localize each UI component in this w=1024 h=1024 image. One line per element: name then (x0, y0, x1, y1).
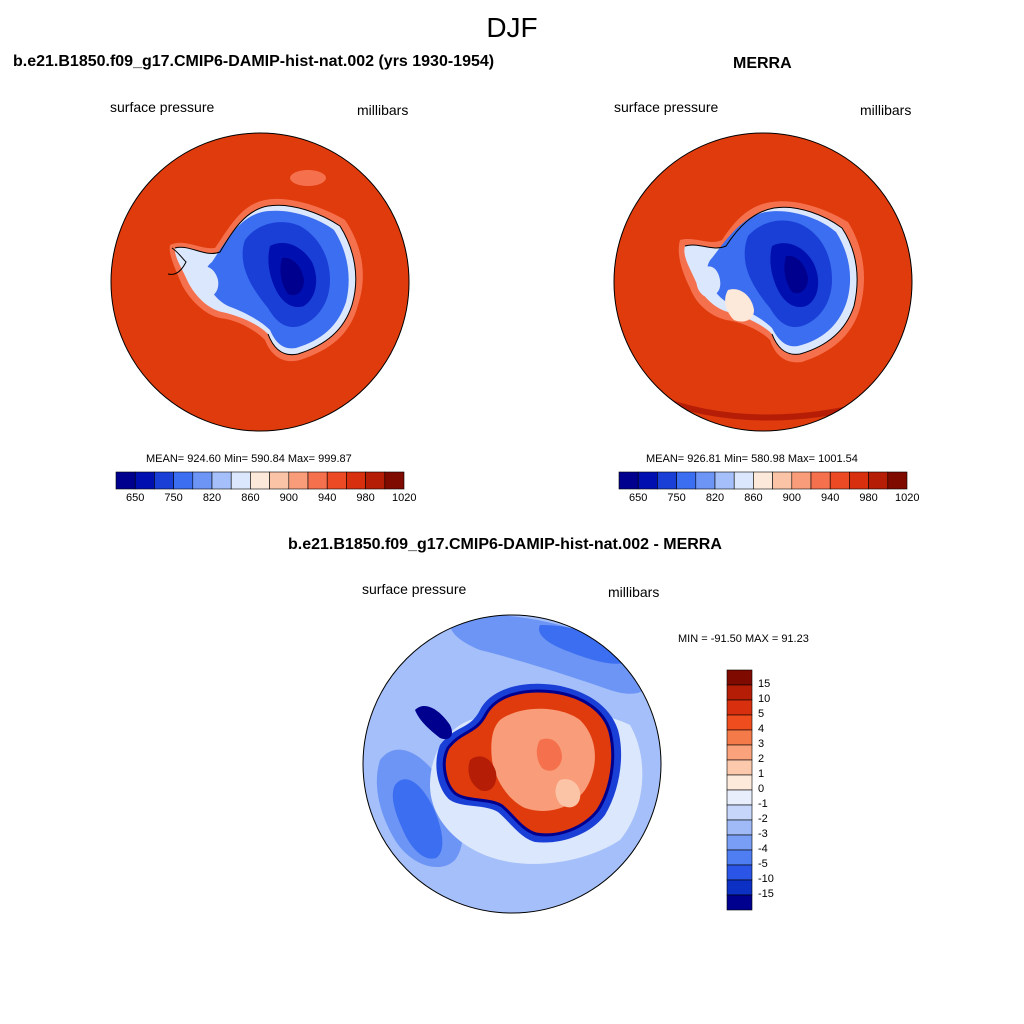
colorbar-swatch (695, 471, 716, 490)
colorbar-tick-label: 750 (667, 492, 686, 504)
colorbar-swatch (726, 774, 753, 791)
colorbar-tick-label: 900 (782, 492, 801, 504)
colorbar-tick-label: 0 (758, 783, 765, 795)
colorbar-tick-label: 650 (126, 492, 145, 504)
panel2-units-label: millibars (860, 102, 912, 118)
colorbar-swatch (714, 471, 735, 490)
colorbar-swatch (726, 834, 753, 851)
colorbar-swatch (726, 894, 753, 911)
panel1-units-label: millibars (357, 102, 409, 118)
colorbar-tick-label: 650 (629, 492, 648, 504)
colorbar-swatch (269, 471, 290, 490)
colorbar-tick-label: 4 (758, 723, 765, 735)
colorbar-swatch (726, 684, 753, 701)
colorbar-tick-label: -5 (758, 858, 768, 870)
colorbar-swatch (637, 471, 658, 490)
colorbar-swatch (810, 471, 831, 490)
colorbar-swatch (618, 471, 639, 490)
colorbar-tick-label: 1 (758, 768, 765, 780)
colorbar-swatch (726, 714, 753, 731)
colorbar-tick-label: 5 (758, 708, 765, 720)
colorbar-swatch (726, 699, 753, 716)
colorbar-swatch (887, 471, 908, 490)
colorbar-swatch (173, 471, 194, 490)
colorbar-swatch (365, 471, 386, 490)
colorbar-swatch (726, 744, 753, 761)
panel2-stats: MEAN= 926.81 Min= 580.98 Max= 1001.54 (646, 453, 858, 465)
colorbar-tick-label: 2 (758, 753, 765, 765)
figure-title: DJF (486, 12, 538, 43)
colorbar-swatch (772, 471, 793, 490)
colorbar-tick-label: -2 (758, 813, 768, 825)
panel3-units-label: millibars (608, 584, 660, 600)
colorbar-tick-label: 860 (241, 492, 260, 504)
panel3-variable-label: surface pressure (362, 581, 467, 597)
colorbar-swatch (115, 471, 136, 490)
colorbar-tick-label: 820 (705, 492, 725, 504)
colorbar-swatch (676, 471, 697, 490)
colorbar-tick-label: 940 (821, 492, 840, 504)
panel2-title: MERRA (733, 55, 792, 72)
colorbar-swatch (154, 471, 174, 490)
panel1-title: b.e21.B1850.f09_g17.CMIP6-DAMIP-hist-nat… (13, 53, 495, 70)
colorbar-swatch (829, 471, 850, 490)
colorbar-swatch (753, 471, 773, 490)
colorbar-swatch (288, 471, 309, 490)
panel2-map (614, 133, 912, 431)
panel1-map (111, 133, 409, 431)
colorbar-tick-label: -10 (758, 873, 774, 885)
colorbar-tick-label: 750 (164, 492, 183, 504)
colorbar-tick-label: 1020 (392, 492, 417, 504)
colorbar-swatch (192, 471, 213, 490)
colorbar-swatch (726, 849, 753, 866)
panel3-map (363, 615, 661, 913)
colorbar-swatch (726, 669, 753, 686)
colorbar-tick-label: 820 (202, 492, 222, 504)
colorbar-tick-label: 10 (758, 693, 771, 705)
colorbar-swatch (250, 471, 270, 490)
colorbar-swatch (230, 471, 251, 490)
colorbar-swatch (868, 471, 889, 490)
colorbar-swatch (134, 471, 155, 490)
colorbar-swatch (326, 471, 347, 490)
colorbar-swatch (384, 471, 405, 490)
colorbar-tick-label: 980 (859, 492, 878, 504)
colorbar-swatch (657, 471, 677, 490)
colorbar-tick-label: 980 (356, 492, 375, 504)
colorbar-tick-label: -3 (758, 828, 768, 840)
panel1-variable-label: surface pressure (110, 99, 215, 115)
colorbar-swatch (346, 471, 366, 490)
panel3-stats: MIN = -91.50 MAX = 91.23 (678, 633, 809, 645)
colorbar-swatch (726, 879, 753, 896)
colorbar-swatch (307, 471, 328, 490)
colorbar-tick-label: -15 (758, 888, 774, 900)
panel3-colorbar (726, 669, 753, 911)
colorbar-swatch (726, 789, 753, 806)
panel2-variable-label: surface pressure (614, 99, 719, 115)
colorbar-swatch (849, 471, 869, 490)
colorbar-swatch (726, 759, 753, 776)
colorbar-swatch (211, 471, 232, 490)
colorbar-swatch (726, 864, 753, 881)
colorbar-tick-label: 3 (758, 738, 765, 750)
colorbar-tick-label: 860 (744, 492, 763, 504)
colorbar-swatch (726, 819, 753, 836)
colorbar-tick-label: 1020 (895, 492, 920, 504)
colorbar-swatch (726, 729, 753, 746)
colorbar-tick-label: 15 (758, 678, 771, 690)
colorbar-tick-label: -1 (758, 798, 768, 810)
colorbar-tick-label: 940 (318, 492, 337, 504)
panel1-stats: MEAN= 924.60 Min= 590.84 Max= 999.87 (146, 453, 352, 465)
colorbar-swatch (733, 471, 754, 490)
colorbar-tick-label: 900 (279, 492, 298, 504)
colorbar-swatch (791, 471, 812, 490)
panel2-colorbar (618, 471, 908, 490)
panel1-colorbar (115, 471, 405, 490)
colorbar-swatch (726, 804, 753, 821)
colorbar-tick-label: -4 (758, 843, 768, 855)
panel3-title: b.e21.B1850.f09_g17.CMIP6-DAMIP-hist-nat… (288, 536, 722, 553)
